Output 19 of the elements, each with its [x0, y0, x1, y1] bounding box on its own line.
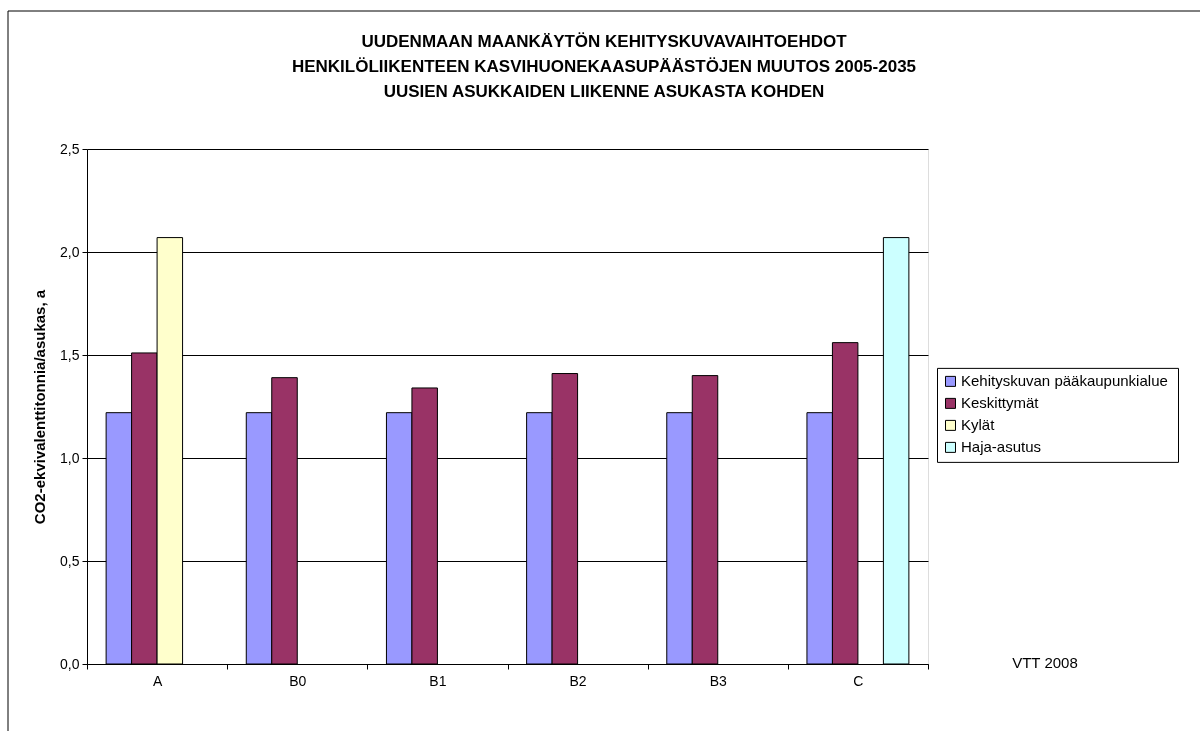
y-tick-label: 2,5	[60, 140, 80, 157]
chart-title: UUDENMAAN MAANKÄYTÖN KEHITYSKUVAVAIHTOEHDOT HENKILÖLIIKENTEEN KASVIHUONEKAASUPÄÄSTÖJEN MUUTOS 2005-2035 UUSIEN ASUKKAIDEN LIIKENNE ASUKASTA KOHDEN	[291, 31, 917, 101]
x-tick-label: C	[853, 672, 864, 689]
legend-label: Keskittymät	[961, 394, 1040, 412]
legend-label: Haja-asutus	[961, 438, 1042, 456]
y-tick-label: 1,5	[60, 346, 80, 363]
x-tick-label: B0	[289, 672, 307, 689]
x-tick-label: A	[152, 672, 163, 689]
text: VTT 2008	[1012, 654, 1078, 671]
legend-label: Kylät	[961, 416, 996, 434]
x-tick-label: B3	[709, 672, 728, 689]
y-tick-label: 2,0	[60, 243, 80, 260]
x-tick-label: B2	[569, 672, 587, 689]
legend-label: Kehityskuvan pääkaupunkialue	[961, 372, 1168, 390]
y-tick-label: 0,0	[60, 655, 80, 672]
x-tick-label: B1	[429, 672, 447, 689]
y-tick-label: 0,5	[60, 552, 80, 569]
y-tick-label: 1,0	[60, 449, 80, 466]
y-axis-title: CO2-ekvivalenttitonnia/asukas, a	[31, 289, 49, 525]
